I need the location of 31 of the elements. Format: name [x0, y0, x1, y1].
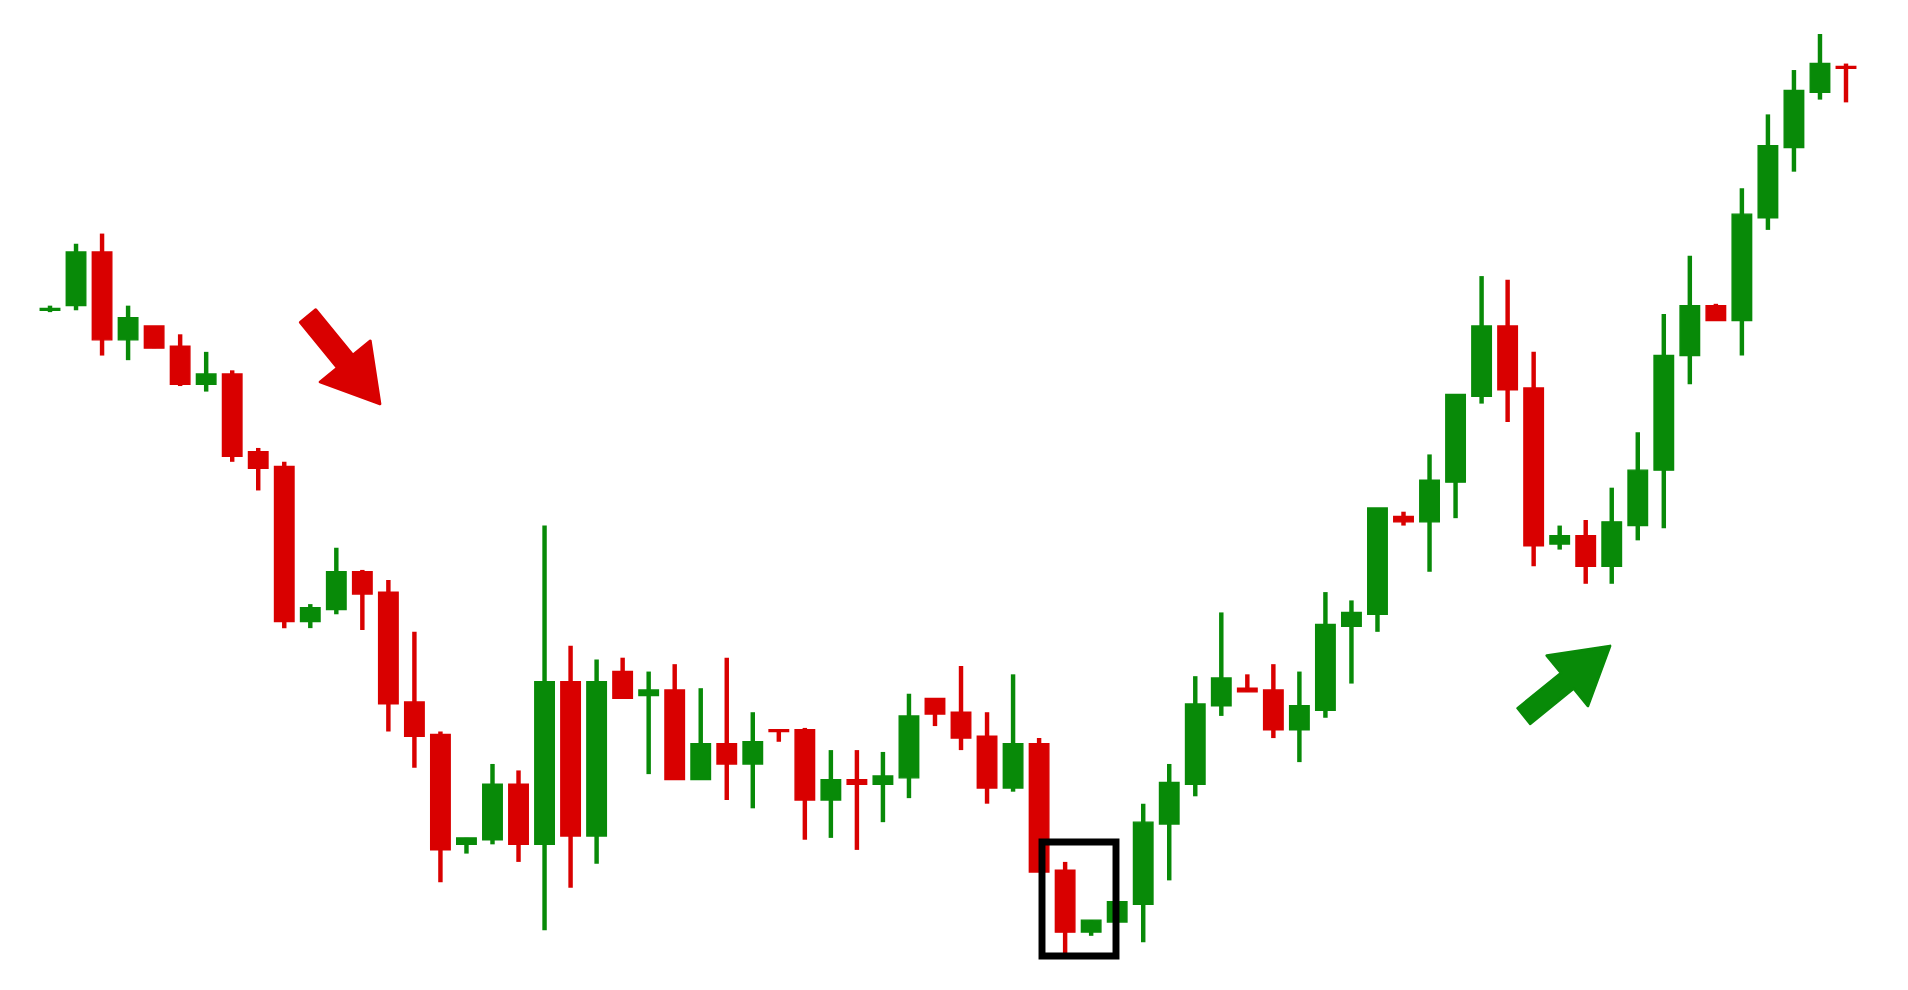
candlestick [1002, 672, 1024, 794]
candlestick [1419, 452, 1440, 574]
candlestick [612, 655, 634, 701]
candlestick [1288, 669, 1310, 765]
candlestick [1835, 61, 1857, 105]
candlestick [143, 323, 165, 351]
candlestick [1210, 610, 1232, 719]
candlestick [195, 349, 217, 394]
candlestick [247, 445, 269, 493]
candlestick [690, 685, 712, 782]
candlestick [638, 669, 660, 777]
candlestick [950, 663, 972, 753]
candlestick [403, 629, 425, 770]
candlestick [1340, 598, 1362, 686]
candlestick [742, 710, 764, 811]
candlestick [1575, 517, 1597, 586]
candlestick [1809, 31, 1831, 102]
candlestick [1549, 523, 1571, 552]
candlestick [117, 303, 139, 363]
candlestick [716, 655, 738, 803]
candlestick [820, 747, 842, 841]
candlestick [351, 567, 373, 633]
candlestick [1601, 485, 1623, 586]
candlestick [872, 749, 894, 825]
candlestick [299, 601, 321, 631]
candlestick [325, 545, 347, 617]
candlestick [1158, 761, 1180, 883]
candlestick [924, 696, 946, 729]
candlestick [846, 747, 868, 853]
candlestick [169, 332, 191, 389]
candlestick [1262, 661, 1284, 741]
